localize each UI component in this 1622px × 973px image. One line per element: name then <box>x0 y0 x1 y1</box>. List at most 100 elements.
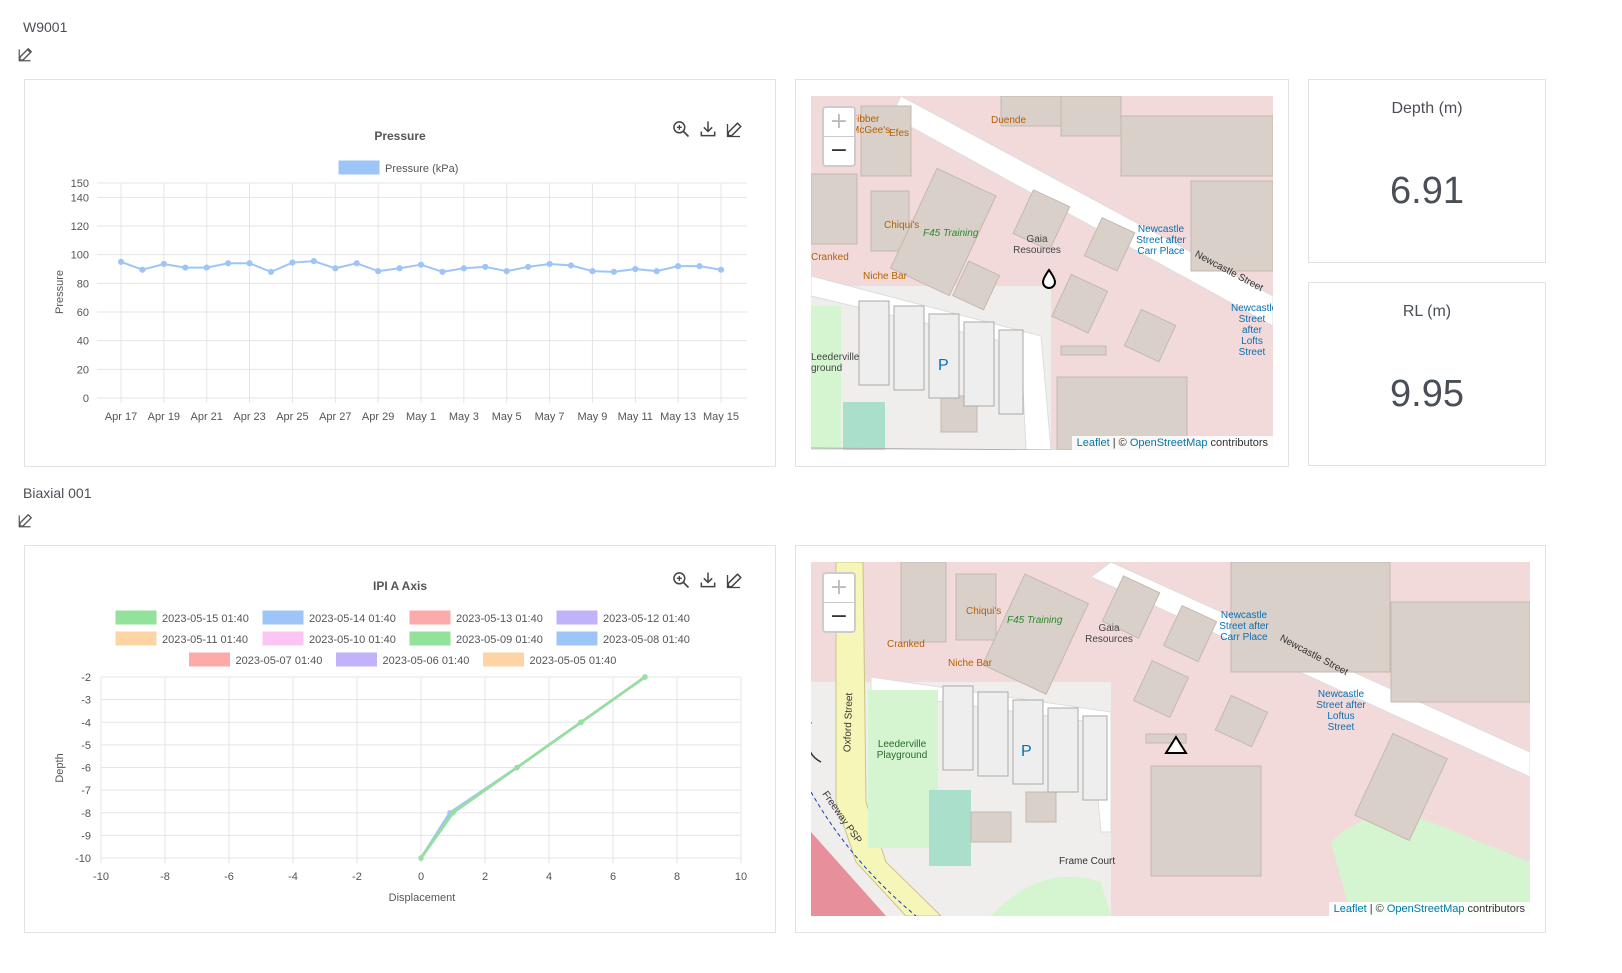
chart-title: IPI A Axis <box>373 579 427 593</box>
x-tick-label: -2 <box>352 871 362 883</box>
x-tick-label: Apr 19 <box>148 411 180 423</box>
leaflet-link[interactable]: Leaflet <box>1076 437 1110 449</box>
stat-card-depth: Depth (m) 6.91 <box>1308 79 1546 263</box>
data-point <box>525 263 532 270</box>
water-drop-marker-icon[interactable] <box>1040 268 1058 290</box>
x-tick-label: -10 <box>93 871 109 883</box>
edit-chart-icon[interactable] <box>725 119 745 139</box>
data-point <box>589 268 596 275</box>
legend-swatch <box>189 652 230 667</box>
data-point <box>696 263 703 270</box>
data-point <box>117 258 125 265</box>
stat-label-depth: Depth (m) <box>1391 100 1463 117</box>
legend-label: 2023-05-10 01:40 <box>309 634 396 646</box>
map-attribution: Leaflet | © OpenStreetMap contributors <box>1328 902 1530 916</box>
edit-section-icon[interactable] <box>17 45 35 63</box>
x-axis-label: Displacement <box>389 892 456 904</box>
data-point <box>396 265 403 272</box>
map-biaxial[interactable]: Gaia Resources Newcastle Street Chiqui's… <box>811 562 1530 916</box>
zoom-in-icon[interactable] <box>671 119 691 139</box>
legend-label: 2023-05-08 01:40 <box>603 634 690 646</box>
map-w9001[interactable]: Gaia Resources Newcastle Street Chiqui's… <box>811 96 1273 450</box>
y-tick-label: -10 <box>75 853 91 865</box>
stat-card-rl: RL (m) 9.95 <box>1308 282 1546 466</box>
x-tick-label: 0 <box>418 871 424 883</box>
download-icon[interactable] <box>698 570 718 590</box>
data-point <box>653 268 660 275</box>
legend-swatch <box>115 631 157 646</box>
y-tick-label: 140 <box>71 192 89 204</box>
edit-section-icon[interactable] <box>17 511 35 529</box>
map-label-chiquis: Chiqui's <box>966 606 1002 617</box>
map-label-leederville: Leederville ground <box>811 352 860 374</box>
data-point <box>632 265 639 273</box>
data-point <box>675 263 682 270</box>
x-tick-label: 8 <box>674 871 680 883</box>
legend-label: 2023-05-14 01:40 <box>309 613 396 625</box>
zoom-in-icon[interactable] <box>671 570 691 590</box>
legend-swatch <box>336 652 377 667</box>
x-tick-label: May 11 <box>618 411 653 423</box>
y-tick-label: 120 <box>71 221 89 233</box>
x-tick-label: May 1 <box>406 411 436 423</box>
y-tick-label: -6 <box>81 763 91 775</box>
attribution-separator: | © <box>1366 903 1387 915</box>
map-attribution: Leaflet | © OpenStreetMap contributors <box>1071 436 1273 450</box>
legend-swatch <box>409 631 451 646</box>
zoom-in-button[interactable]: + <box>824 574 854 603</box>
leaflet-link[interactable]: Leaflet <box>1333 903 1367 915</box>
map-label-niche: Niche Bar <box>863 271 907 282</box>
edit-chart-icon[interactable] <box>725 570 745 590</box>
data-point <box>225 260 232 267</box>
y-tick-label: -7 <box>81 785 91 797</box>
osm-link[interactable]: OpenStreetMap <box>1129 437 1208 449</box>
data-point <box>139 266 146 273</box>
data-point <box>546 260 553 268</box>
map-card-1: Gaia Resources Newcastle Street Chiqui's… <box>795 79 1289 467</box>
data-point <box>717 266 725 273</box>
map-zoom-control: + − <box>822 572 856 633</box>
data-point <box>642 674 648 680</box>
map-label-f45: F45 Training <box>923 228 979 239</box>
data-point <box>450 810 456 816</box>
x-tick-label: 2 <box>482 871 488 883</box>
legend-swatch <box>262 631 304 646</box>
y-tick-label: -3 <box>81 695 91 707</box>
map-label-stop2: Newcastle Street after Loftus Street <box>1316 689 1366 733</box>
map-label-cranked: Cranked <box>811 252 849 263</box>
data-point <box>160 260 167 268</box>
map-label-fibber: Fibber McGee's <box>851 114 891 136</box>
data-point <box>246 260 253 267</box>
chart-title: Pressure <box>374 129 426 143</box>
x-tick-label: -8 <box>160 871 170 883</box>
attribution-suffix: contributors <box>1464 903 1525 915</box>
data-point <box>267 268 275 275</box>
x-tick-label: 6 <box>610 871 616 883</box>
data-point <box>418 855 424 861</box>
osm-link[interactable]: OpenStreetMap <box>1386 903 1465 915</box>
data-point <box>482 263 489 270</box>
section-title-w9001: W9001 <box>23 19 68 35</box>
legend-label: 2023-05-12 01:40 <box>603 613 690 625</box>
legend-label: 2023-05-15 01:40 <box>162 613 249 625</box>
map-label-cranked: Cranked <box>887 639 925 650</box>
data-point <box>332 265 339 272</box>
legend-swatch <box>556 631 598 646</box>
x-tick-label: Apr 25 <box>276 411 308 423</box>
data-point <box>203 264 210 271</box>
y-tick-label: -2 <box>81 672 91 684</box>
zoom-out-button[interactable]: − <box>829 604 849 629</box>
y-tick-label: -8 <box>81 808 91 820</box>
x-tick-label: May 13 <box>660 411 696 423</box>
x-tick-label: May 7 <box>535 411 565 423</box>
zoom-in-button[interactable]: + <box>824 108 854 137</box>
map-label-parking: P <box>1021 743 1032 760</box>
zoom-out-button[interactable]: − <box>829 138 849 163</box>
y-tick-label: -9 <box>81 830 91 842</box>
x-tick-label: 4 <box>546 871 552 883</box>
map-tiles <box>811 562 1530 916</box>
y-tick-label: 100 <box>71 250 89 262</box>
download-icon[interactable] <box>698 119 718 139</box>
y-tick-label: 20 <box>77 364 89 376</box>
triangle-marker-icon[interactable] <box>1164 735 1188 755</box>
